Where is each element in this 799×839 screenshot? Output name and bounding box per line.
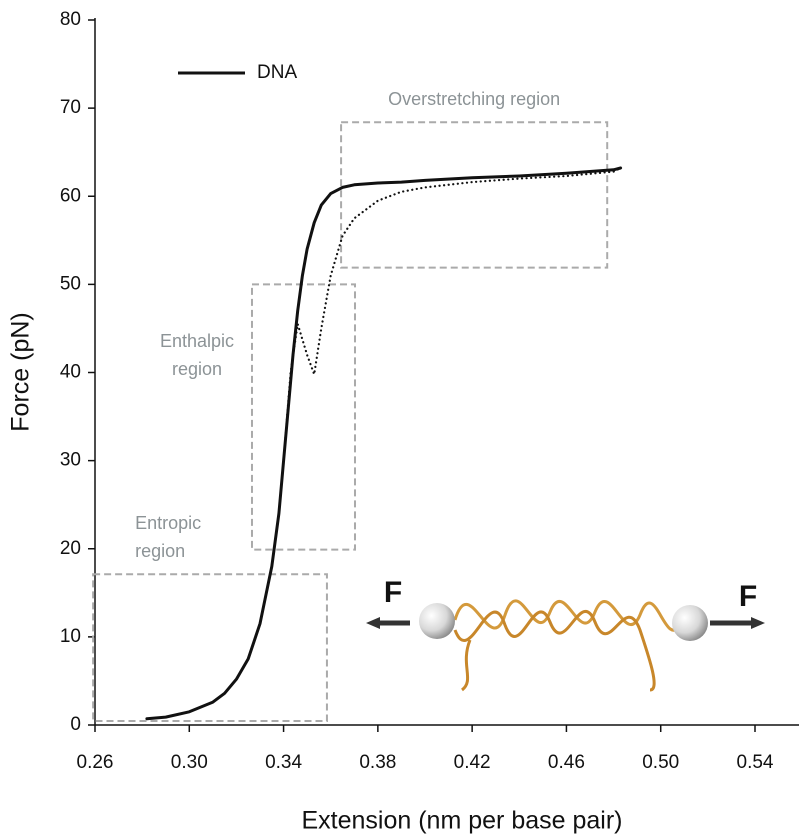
y-tick-label: 30	[60, 450, 81, 471]
region-label: region	[172, 359, 222, 379]
force-arrow-head	[366, 617, 380, 629]
x-tick-label: 0.38	[359, 752, 396, 773]
x-tick-label: 0.34	[265, 752, 302, 773]
y-tick-label: 70	[60, 97, 81, 118]
y-tick-label: 40	[60, 362, 81, 383]
dna-illustration: F F	[366, 576, 765, 692]
y-tick-label: 10	[60, 626, 81, 647]
y-tick-label: 50	[60, 273, 81, 294]
y-tick-label: 60	[60, 185, 81, 206]
data-line	[282, 166, 622, 462]
x-tick-label: 0.50	[642, 752, 679, 773]
bead	[419, 603, 455, 639]
x-tick-label: 0.42	[454, 752, 491, 773]
dna-strand	[453, 610, 656, 692]
dna-strand	[460, 639, 472, 692]
region-label: Enthalpic	[160, 331, 234, 351]
y-tick-label: 0	[70, 714, 81, 735]
x-tick-label: 0.30	[171, 752, 208, 773]
legend-label: DNA	[257, 62, 297, 83]
region-label: region	[135, 541, 185, 561]
x-tick-label: 0.54	[737, 752, 774, 773]
force-arrow-head	[751, 617, 765, 629]
region-label: Overstretching region	[388, 89, 560, 109]
force-label: F	[384, 576, 402, 609]
region-label: Entropic	[135, 513, 201, 533]
data-line	[145, 166, 623, 721]
region-box	[92, 573, 328, 723]
dna-strand	[453, 599, 682, 632]
x-tick-label: 0.26	[77, 752, 114, 773]
region-box	[340, 121, 609, 269]
y-tick-label: 20	[60, 538, 81, 559]
x-axis-title: Extension (nm per base pair)	[302, 807, 623, 835]
force-label: F	[739, 580, 757, 613]
region-box	[250, 283, 356, 551]
x-tick-label: 0.46	[548, 752, 585, 773]
bead	[672, 605, 708, 641]
y-axis-title: Force (pN)	[7, 312, 35, 431]
y-tick-label: 80	[60, 9, 81, 30]
